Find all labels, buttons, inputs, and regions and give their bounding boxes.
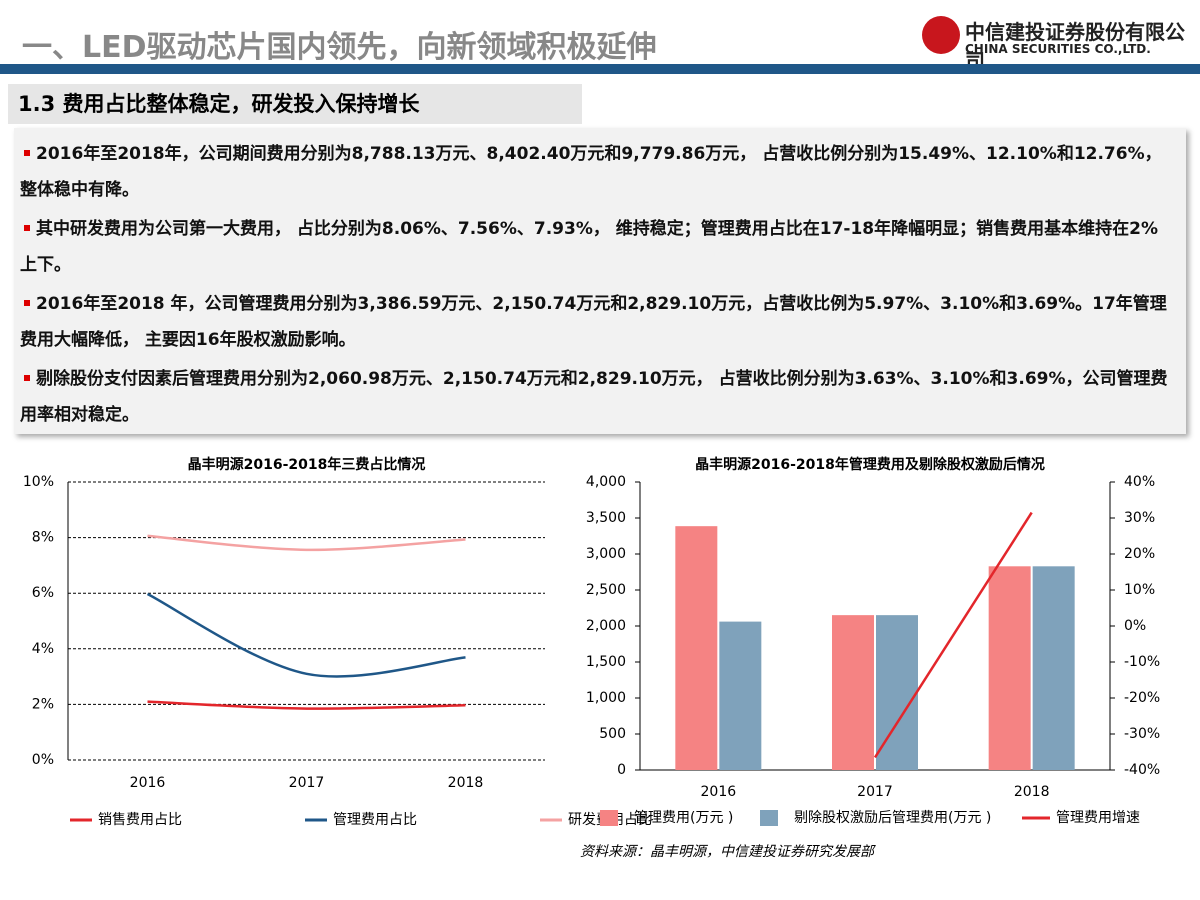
x-tick-label: 2017 xyxy=(289,775,325,791)
y2-tick-label: -40% xyxy=(1124,762,1160,778)
y2-tick-label: -20% xyxy=(1124,690,1160,706)
y-tick-label: 3,000 xyxy=(586,546,626,562)
bar xyxy=(1032,566,1075,770)
y-tick-label: 6% xyxy=(32,585,54,601)
line-series xyxy=(146,592,466,678)
legend-label: 剔除股权激励后管理费用(万元 ) xyxy=(794,809,991,826)
legend-label: 销售费用占比 xyxy=(98,812,182,828)
y-tick-label: 1,000 xyxy=(586,690,626,706)
y2-tick-label: -10% xyxy=(1124,654,1160,670)
header-bar xyxy=(0,64,1200,74)
x-tick-label: 2017 xyxy=(857,784,893,800)
x-tick-label: 2018 xyxy=(1014,784,1050,800)
bullet: 2016年至2018年，公司期间费用分别为8,788.13万元、8,402.40… xyxy=(20,136,1174,208)
y-tick-label: 1,500 xyxy=(586,654,626,670)
y-tick-label: 2,000 xyxy=(586,618,626,634)
legend-swatch xyxy=(760,810,778,826)
legend-label: 管理费用增速 xyxy=(1056,810,1140,826)
y-tick-label: 500 xyxy=(599,726,626,742)
logo-en: CHINA SECURITIES CO.,LTD. xyxy=(965,42,1151,56)
x-tick-label: 2018 xyxy=(448,775,484,791)
y-tick-label: 0 xyxy=(617,762,626,778)
bullet: 2016年至2018 年，公司管理费用分别为3,386.59万元、2,150.7… xyxy=(20,286,1174,358)
y2-tick-label: 40% xyxy=(1124,474,1155,490)
line-series xyxy=(147,534,466,552)
legend-label: 管理费用占比 xyxy=(333,812,417,828)
bar xyxy=(832,615,874,770)
header-title: 一、LED驱动芯片国内领先，向新领域积极延伸 xyxy=(22,30,657,65)
y-tick-label: 4% xyxy=(32,641,54,657)
chart-title: 晶丰明源2016-2018年管理费用及剔除股权激励后情况 xyxy=(695,456,1045,473)
source-note: 资料来源：晶丰明源，中信建投证券研究发展部 xyxy=(580,844,876,860)
y2-tick-label: 10% xyxy=(1124,582,1155,598)
subtitle: 1.3 费用占比整体稳定，研发投入保持增长 xyxy=(8,84,582,124)
y-tick-label: 10% xyxy=(23,474,54,490)
logo-mark xyxy=(922,16,960,54)
y-tick-label: 8% xyxy=(32,530,54,546)
bar xyxy=(719,621,762,770)
y-tick-label: 2% xyxy=(32,696,54,712)
y-tick-label: 3,500 xyxy=(586,510,626,526)
y2-tick-label: -30% xyxy=(1124,726,1160,742)
y-tick-label: 4,000 xyxy=(586,474,626,490)
y2-tick-label: 30% xyxy=(1124,510,1155,526)
line-series xyxy=(147,700,466,710)
bullet-box: 2016年至2018年，公司期间费用分别为8,788.13万元、8,402.40… xyxy=(14,128,1186,434)
x-tick-label: 2016 xyxy=(130,775,166,791)
legend-swatch xyxy=(600,810,618,826)
chart-title: 晶丰明源2016-2018年三费占比情况 xyxy=(188,456,426,473)
bar xyxy=(988,566,1031,770)
y-tick-label: 2,500 xyxy=(586,582,626,598)
bullet: 其中研发费用为公司第一大费用， 占比分别为8.06%、7.56%、7.93%， … xyxy=(20,211,1174,283)
legend-label: 研发费用占比 xyxy=(568,812,652,828)
x-tick-label: 2016 xyxy=(701,784,737,800)
line-series xyxy=(873,511,1033,759)
legend-label: 管理费用(万元 ) xyxy=(634,810,733,826)
y2-tick-label: 0% xyxy=(1124,618,1146,634)
bar xyxy=(675,526,718,770)
y-tick-label: 0% xyxy=(32,752,54,768)
bar xyxy=(876,615,918,770)
y2-tick-label: 20% xyxy=(1124,546,1155,562)
bullet: 剔除股份支付因素后管理费用分别为2,060.98万元、2,150.74万元和2,… xyxy=(20,361,1174,433)
